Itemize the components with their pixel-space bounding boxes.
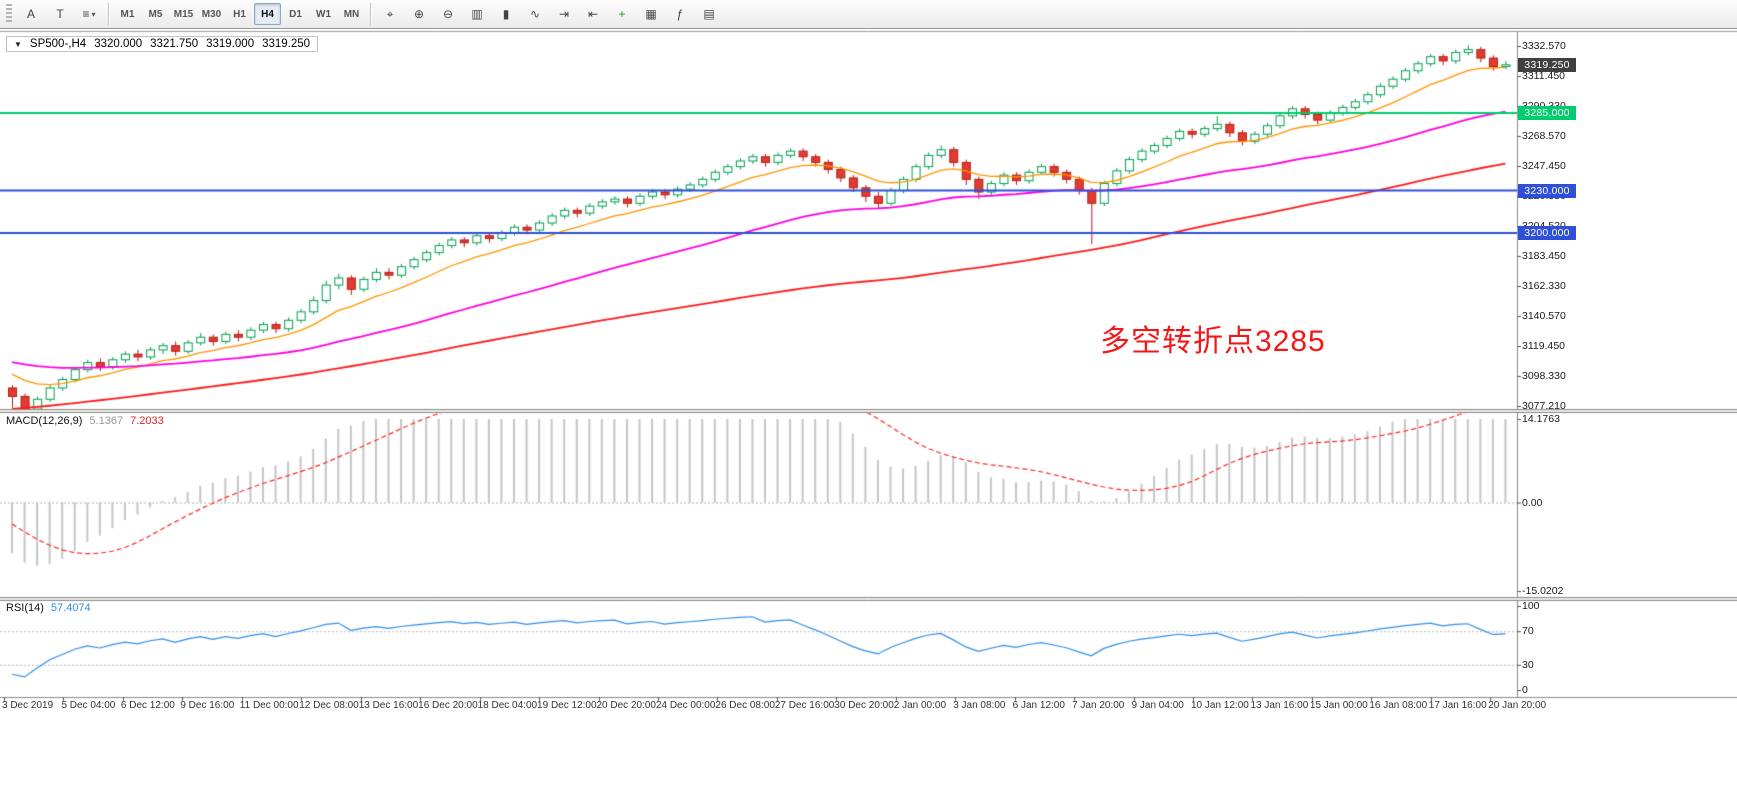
timeframe-mn[interactable]: MN xyxy=(343,8,360,20)
toolbar-separator xyxy=(108,3,109,25)
toolbar-drag-handle[interactable] xyxy=(6,4,12,24)
rsi-axis-label: 30 xyxy=(1522,658,1534,671)
zoom-out-icon[interactable]: ⊖ xyxy=(442,7,454,21)
price-axis-label: 3098.330 xyxy=(1522,370,1566,382)
ohlc-close: 3319.250 xyxy=(262,38,311,50)
time-axis-label: 10 Jan 12:00 xyxy=(1191,700,1249,711)
rsi-axis-label: 0 xyxy=(1522,684,1528,696)
macd-axis-max: 14.1763 xyxy=(1522,413,1560,425)
timeframe-h4[interactable]: H4 xyxy=(254,3,281,25)
chart-shift-icon[interactable]: ⇤ xyxy=(587,7,599,21)
time-axis-label: 16 Dec 20:00 xyxy=(418,700,478,711)
time-axis-label: 12 Dec 08:00 xyxy=(299,700,359,711)
timeframe-m5[interactable]: M5 xyxy=(148,8,163,20)
time-axis-label: 11 Dec 00:00 xyxy=(239,700,299,711)
rsi-indicator-label: RSI(14) 57.4074 xyxy=(6,602,91,614)
time-axis-label: 9 Dec 16:00 xyxy=(180,700,235,711)
price-axis-label: 3268.570 xyxy=(1522,130,1566,142)
chevron-down-icon: ▾ xyxy=(91,9,96,19)
objects-dropdown-button[interactable]: ≡ ▾ xyxy=(82,7,96,21)
candlestick-chart-icon[interactable]: ▮ xyxy=(502,7,510,21)
timeframe-d1[interactable]: D1 xyxy=(289,8,302,20)
time-axis-label: 13 Jan 16:00 xyxy=(1250,700,1309,711)
timeframe-m30[interactable]: M30 xyxy=(201,8,222,20)
bar-chart-icon[interactable]: ▥ xyxy=(471,7,483,21)
time-axis-label: 13 Dec 16:00 xyxy=(358,700,419,711)
price-axis-label: 3311.450 xyxy=(1522,70,1566,82)
text-annotation-button[interactable]: T xyxy=(56,7,64,21)
time-axis-label: 20 Dec 20:00 xyxy=(596,700,657,711)
chart-text-annotation[interactable]: 多空转折点3285 xyxy=(1100,325,1326,358)
chart-dropdown-caret-icon[interactable]: ▼ xyxy=(14,39,22,49)
line-chart-icon[interactable]: ∿ xyxy=(529,7,541,21)
time-axis-label: 24 Dec 00:00 xyxy=(655,700,716,711)
macd-axis-min: -15.0202 xyxy=(1522,585,1564,597)
rsi-axis-label: 70 xyxy=(1522,625,1534,638)
time-axis-label: 5 Dec 04:00 xyxy=(61,700,116,711)
chart-tools-group: ⌖ ⊕ ⊖ ▥ ▮ ∿ ⇥ ⇤ + ▦ ƒ ▤ xyxy=(376,3,723,26)
price-axis-label: 3140.570 xyxy=(1522,310,1566,322)
time-axis-label: 6 Dec 12:00 xyxy=(120,700,175,711)
indicators-list-icon[interactable]: ƒ xyxy=(676,7,684,21)
ohlc-open: 3320.000 xyxy=(94,38,143,50)
time-axis-label: 20 Jan 20:00 xyxy=(1488,700,1547,711)
timeframe-m1[interactable]: M1 xyxy=(120,8,135,20)
macd-axis-zero: 0.00 xyxy=(1522,496,1543,509)
price-axis-label: 3077.210 xyxy=(1522,400,1566,412)
time-axis-label: 19 Dec 12:00 xyxy=(537,700,597,711)
ohlc-low: 3319.000 xyxy=(206,38,255,50)
toolbar: A T ≡ ▾ M1 M5 M15 M30 H1 H4 D1 W1 MN ⌖ ⊕ ⊖ ▥ ▮ ∿ ⇥ ⇤ + ▦ ƒ ▤ xyxy=(0,0,1737,29)
level-price-tag-3285: 3285.000 xyxy=(1518,106,1576,121)
macd-signal-value: 7.2033 xyxy=(130,415,164,427)
time-axis-label: 15 Jan 00:00 xyxy=(1309,700,1368,711)
price-axis-label: 3183.450 xyxy=(1522,250,1566,262)
macd-main-value: 5.1367 xyxy=(89,415,124,427)
time-axis-label: 16 Jan 08:00 xyxy=(1369,700,1428,711)
time-axis-label: 26 Dec 08:00 xyxy=(715,700,775,711)
price-axis-label: 3332.570 xyxy=(1522,40,1566,52)
time-axis-label: 3 Jan 08:00 xyxy=(953,700,1006,711)
time-axis-label: 9 Jan 04:00 xyxy=(1131,700,1184,711)
time-axis-label: 17 Jan 16:00 xyxy=(1428,700,1487,711)
timeframe-m15[interactable]: M15 xyxy=(173,8,194,20)
symbol-period-label: SP500-,H4 xyxy=(29,38,87,50)
tile-windows-icon[interactable]: ▦ xyxy=(645,7,657,21)
price-axis-label: 3162.330 xyxy=(1522,280,1566,292)
timeframe-group: M1 M5 M15 M30 H1 H4 D1 W1 MN xyxy=(114,3,365,25)
auto-scroll-icon[interactable]: ⇥ xyxy=(558,7,570,21)
level-price-tag-3230: 3230.000 xyxy=(1518,183,1576,198)
timeframe-w1[interactable]: W1 xyxy=(316,8,331,20)
rsi-value: 57.4074 xyxy=(50,602,91,614)
level-price-tag-3200: 3200.000 xyxy=(1518,225,1576,240)
text-label-button[interactable]: A xyxy=(26,7,35,21)
macd-name: MACD(12,26,9) xyxy=(6,415,83,427)
rsi-axis-label: 100 xyxy=(1522,600,1540,612)
timeframe-h1[interactable]: H1 xyxy=(233,8,246,20)
toolbar-separator xyxy=(370,3,371,25)
drawing-tools-group: A T ≡ ▾ xyxy=(17,3,103,26)
price-axis-label: 3119.450 xyxy=(1522,340,1566,352)
crosshair-icon[interactable]: ⌖ xyxy=(386,6,394,21)
new-chart-icon[interactable]: + xyxy=(618,7,626,21)
rsi-name: RSI(14) xyxy=(6,602,44,614)
templates-icon[interactable]: ▤ xyxy=(703,7,715,21)
time-axis-label: 6 Jan 12:00 xyxy=(1012,700,1065,711)
time-axis-label: 18 Dec 04:00 xyxy=(477,700,538,711)
time-axis-label: 3 Dec 2019 xyxy=(2,700,54,711)
price-axis-label: 3247.450 xyxy=(1522,160,1566,172)
time-axis-label: 30 Dec 20:00 xyxy=(834,700,894,711)
current-price-tag: 3319.250 xyxy=(1518,57,1576,72)
time-axis-label: 2 Jan 00:00 xyxy=(893,700,947,711)
time-axis-label: 7 Jan 20:00 xyxy=(1072,700,1125,711)
zoom-in-icon[interactable]: ⊕ xyxy=(413,7,425,21)
time-axis-label: 27 Dec 16:00 xyxy=(774,700,835,711)
macd-indicator-label: MACD(12,26,9) 5.1367 7.2033 xyxy=(6,415,164,427)
chart-header[interactable]: ▼ SP500-,H4 3320.000 3321.750 3319.000 3… xyxy=(6,36,319,52)
ohlc-high: 3321.750 xyxy=(150,38,199,50)
